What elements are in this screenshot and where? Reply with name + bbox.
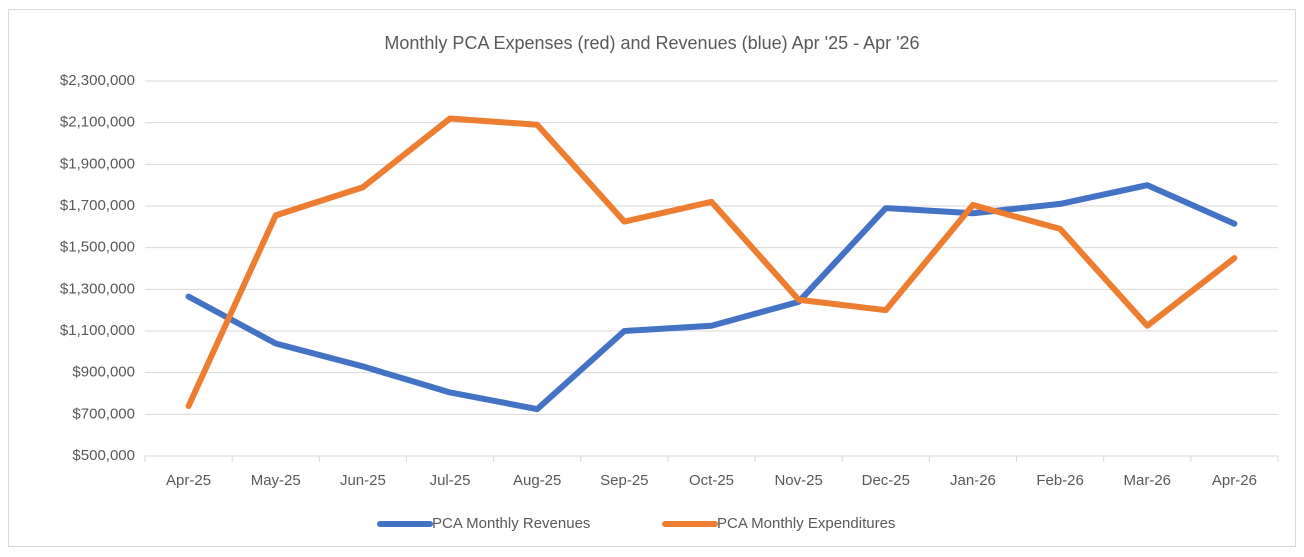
x-tick-label: May-25 — [251, 472, 301, 489]
x-tick-label: Nov-25 — [774, 472, 822, 489]
y-tick-label: $500,000 — [72, 447, 135, 464]
line-series — [185, 115, 1238, 409]
legend-label: PCA Monthly Revenues — [432, 515, 590, 532]
x-tick-label: Apr-25 — [166, 472, 211, 489]
line-series — [185, 182, 1238, 413]
x-tick-label: Apr-26 — [1212, 472, 1257, 489]
x-tick-label: Oct-25 — [689, 472, 734, 489]
y-tick-label: $1,300,000 — [60, 280, 135, 297]
y-tick-label: $700,000 — [72, 405, 135, 422]
x-tick-label: Jun-25 — [340, 472, 386, 489]
y-tick-label: $2,300,000 — [60, 72, 135, 89]
x-tick-label: Dec-25 — [862, 472, 910, 489]
legend-label: PCA Monthly Expenditures — [717, 515, 895, 532]
x-tick-label: Feb-26 — [1036, 472, 1084, 489]
y-tick-label: $900,000 — [72, 364, 135, 381]
y-tick-label: $1,700,000 — [60, 197, 135, 214]
x-tick-label: Sep-25 — [600, 472, 648, 489]
x-tick-label: Mar-26 — [1124, 472, 1172, 489]
y-tick-label: $1,100,000 — [60, 322, 135, 339]
x-tick-label: Jan-26 — [950, 472, 996, 489]
chart-frame — [8, 9, 1296, 547]
x-tick-label: Aug-25 — [513, 472, 561, 489]
y-tick-label: $2,100,000 — [60, 114, 135, 131]
x-tick-label: Jul-25 — [430, 472, 471, 489]
y-tick-label: $1,900,000 — [60, 155, 135, 172]
chart-title: Monthly PCA Expenses (red) and Revenues … — [384, 33, 919, 53]
y-tick-label: $1,500,000 — [60, 239, 135, 256]
